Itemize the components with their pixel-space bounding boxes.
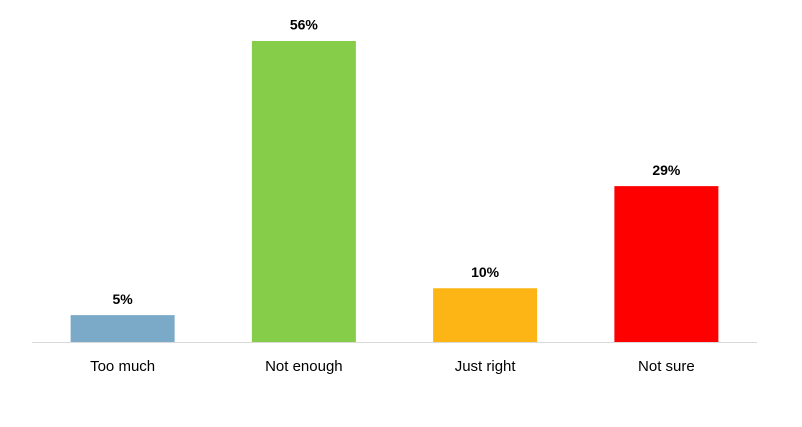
data-label: 56% (290, 17, 319, 33)
data-label: 29% (652, 162, 681, 178)
x-tick-label: Just right (455, 358, 517, 375)
bar (70, 315, 175, 342)
data-label: 10% (471, 264, 500, 280)
bar (433, 288, 538, 342)
x-tick-label: Not enough (265, 358, 343, 375)
bar (251, 41, 356, 342)
bar (614, 186, 719, 342)
x-tick-label: Too much (90, 358, 155, 375)
data-label: 5% (113, 291, 134, 307)
x-tick-label: Not sure (638, 358, 695, 375)
